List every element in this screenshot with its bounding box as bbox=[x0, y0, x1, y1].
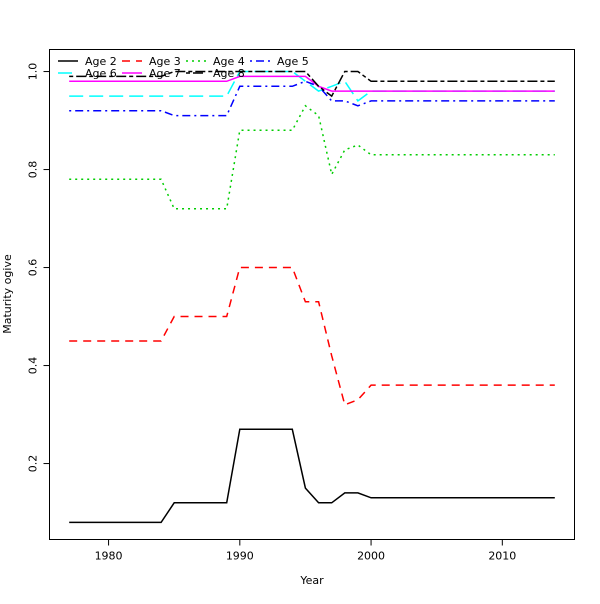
legend-label: Age 8 bbox=[213, 67, 245, 80]
y-axis: 0.2 0.4 0.6 0.8 1.0 bbox=[27, 63, 50, 473]
y-tick-label: 0.2 bbox=[27, 455, 40, 473]
series-line-age-4 bbox=[69, 104, 555, 210]
legend-label: Age 7 bbox=[149, 67, 181, 80]
legend: Age 2 Age 3 Age 4 Age 5 Age 6 Age 7 Age 8 bbox=[58, 55, 309, 80]
x-tick-label: 1990 bbox=[226, 550, 254, 563]
series-line-age-3 bbox=[69, 266, 555, 406]
series-line-age-7 bbox=[69, 75, 555, 92]
series-line-age-8 bbox=[69, 70, 555, 98]
x-axis: 1980 1990 2000 2010 bbox=[95, 539, 516, 563]
y-tick-label: 0.4 bbox=[27, 357, 40, 375]
series-layer bbox=[69, 70, 555, 524]
x-tick-label: 1980 bbox=[95, 550, 123, 563]
legend-label: Age 5 bbox=[277, 55, 309, 68]
y-tick-label: 0.8 bbox=[27, 161, 40, 179]
legend-label: Age 3 bbox=[149, 55, 181, 68]
x-axis-label: Year bbox=[299, 574, 324, 587]
legend-label: Age 6 bbox=[85, 67, 117, 80]
y-axis-label: Maturity ogive bbox=[1, 254, 14, 334]
y-tick-label: 0.6 bbox=[27, 259, 40, 277]
series-line-age-2 bbox=[69, 428, 555, 524]
legend-label: Age 4 bbox=[213, 55, 245, 68]
y-tick-label: 1.0 bbox=[27, 63, 40, 81]
plot-frame bbox=[49, 49, 575, 540]
series-line-age-5 bbox=[69, 80, 555, 117]
legend-label: Age 2 bbox=[85, 55, 117, 68]
x-tick-label: 2000 bbox=[357, 550, 385, 563]
x-tick-label: 2010 bbox=[488, 550, 516, 563]
